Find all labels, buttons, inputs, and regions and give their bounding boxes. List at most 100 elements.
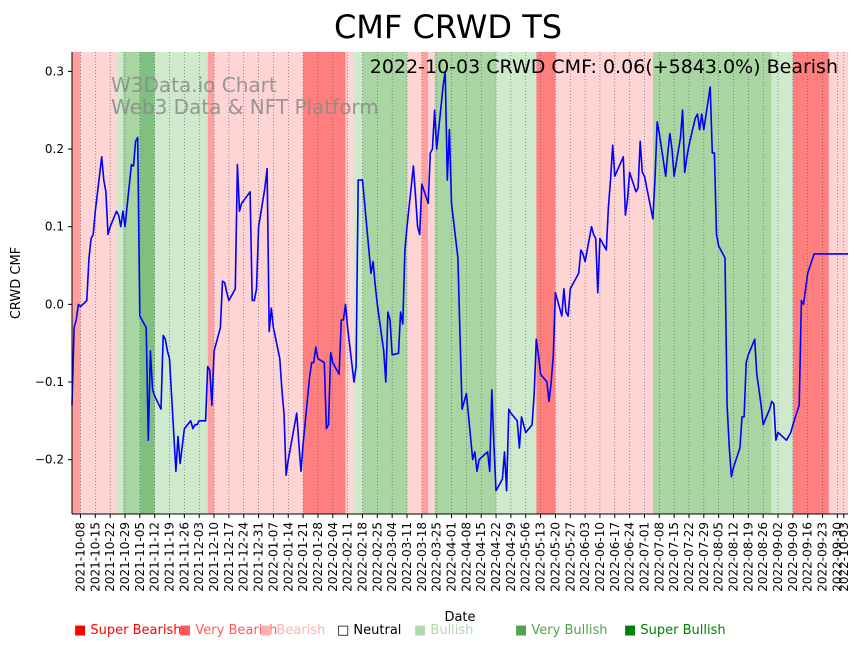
x-tick-label: 2021-12-24 <box>237 522 251 592</box>
x-tick-label: 2022-02-11 <box>341 522 355 592</box>
y-tick-label: −0.2 <box>35 453 64 467</box>
x-tick-label: 2021-12-10 <box>207 522 221 592</box>
legend-item: ■ Bullish <box>414 623 473 638</box>
y-axis-ticks: −0.2 −0.1 0.0 0.1 0.2 0.3 <box>35 64 72 467</box>
x-tick-label: 2022-03-18 <box>415 522 429 592</box>
y-axis-label: CRWD CMF <box>9 247 24 319</box>
x-tick-label: 2022-02-04 <box>326 522 340 592</box>
x-tick-label: 2021-11-05 <box>133 522 147 592</box>
y-tick-label: 0.1 <box>45 220 64 234</box>
x-tick-label: 2021-12-03 <box>192 522 206 592</box>
x-tick-label: 2021-10-29 <box>118 522 132 592</box>
x-tick-label: 2022-09-30 <box>830 522 844 592</box>
x-tick-label: 2022-08-05 <box>712 522 726 592</box>
x-tick-label: 2021-11-26 <box>177 522 191 592</box>
regime-band-bearish <box>428 52 435 514</box>
x-tick-label: 2021-12-31 <box>252 522 266 592</box>
x-tick-label: 2022-04-01 <box>445 522 459 592</box>
y-tick-label: 0.0 <box>45 297 64 311</box>
x-tick-label: 2022-01-28 <box>311 522 325 592</box>
regime-band-bullish <box>353 52 363 514</box>
regime-band-bearish <box>80 52 117 514</box>
x-tick-label: 2022-08-12 <box>727 522 741 592</box>
watermark-line-1: W3Data.io Chart <box>111 73 277 97</box>
x-tick-label: 2022-03-04 <box>385 522 399 592</box>
regime-band-super_bearish <box>303 52 346 514</box>
regime-band-bullish <box>116 52 123 514</box>
y-tick-label: 0.2 <box>45 142 64 156</box>
x-tick-label: 2022-08-26 <box>756 522 770 592</box>
x-tick-label: 2021-12-17 <box>222 522 236 592</box>
x-axis-ticks: 2021-10-08 2021-10-15 2021-10-22 2021-10-29… <box>73 514 851 592</box>
regime-band-very_bullish <box>122 52 140 514</box>
y-tick-label: 0.3 <box>45 64 64 78</box>
regime-band-bearish <box>406 52 422 514</box>
legend-item: ■ Bearish <box>260 623 325 638</box>
regime-band-bullish <box>496 52 537 514</box>
x-tick-label: 2022-04-08 <box>459 522 473 592</box>
x-tick-label: 2022-01-14 <box>281 522 295 592</box>
regime-band-super_bullish <box>139 52 155 514</box>
x-tick-label: 2021-11-19 <box>163 522 177 592</box>
x-tick-label: 2022-05-06 <box>519 522 533 592</box>
x-tick-label: 2022-09-23 <box>816 522 830 592</box>
cmf-series-line <box>71 70 848 492</box>
regime-band-very_bullish <box>652 52 772 514</box>
regime-band-bullish <box>154 52 208 514</box>
x-axis-label: Date <box>444 610 475 625</box>
regime-band-very_bearish <box>72 52 81 514</box>
x-tick-label: 2022-05-20 <box>548 522 562 592</box>
x-tick-label: 2022-10-03 <box>837 522 851 592</box>
x-tick-label: 2022-05-27 <box>563 522 577 592</box>
legend-item: □ Neutral <box>337 623 401 638</box>
legend: ■ Super Bearish■ Very Bearish■ Bearish □ … <box>74 623 726 638</box>
x-tick-label: 2022-06-10 <box>593 522 607 592</box>
regime-band-bearish <box>345 52 354 514</box>
watermark-line-2: Web3 Data & NFT Platform <box>111 95 379 119</box>
x-tick-label: 2022-07-15 <box>667 522 681 592</box>
regime-band-super_bearish <box>536 52 556 514</box>
x-tick-label: 2022-06-03 <box>578 522 592 592</box>
x-tick-label: 2022-06-24 <box>623 522 637 592</box>
x-tick-label: 2022-07-29 <box>697 522 711 592</box>
x-tick-label: 2021-10-08 <box>73 522 87 592</box>
regime-band-very_bullish <box>434 52 497 514</box>
regime-band-very_bearish <box>421 52 429 514</box>
y-tick-label: −0.1 <box>35 375 64 389</box>
x-tick-label: 2022-03-25 <box>430 522 444 592</box>
x-tick-label: 2022-08-19 <box>741 522 755 592</box>
x-tick-label: 2022-04-29 <box>504 522 518 592</box>
x-tick-label: 2022-01-21 <box>296 522 310 592</box>
x-tick-label: 2022-02-25 <box>370 522 384 592</box>
x-tick-label: 2022-09-16 <box>801 522 815 592</box>
status-annotation: 2022-10-03 CRWD CMF: 0.06(+5843.0%) Bear… <box>370 56 838 78</box>
x-tick-label: 2022-04-15 <box>474 522 488 592</box>
x-tick-label: 2022-07-01 <box>637 522 651 592</box>
regime-band-bullish <box>771 52 793 514</box>
x-tick-label: 2022-04-22 <box>489 522 503 592</box>
regime-band-very_bullish <box>362 52 407 514</box>
chart-title: CMF CRWD TS <box>334 8 562 46</box>
regime-bands <box>72 52 848 514</box>
x-tick-label: 2021-10-22 <box>103 522 117 592</box>
regime-band-very_bearish <box>207 52 215 514</box>
x-tick-label: 2022-09-09 <box>786 522 800 592</box>
x-tick-label: 2022-01-07 <box>266 522 280 592</box>
x-gridlines <box>80 52 845 514</box>
x-tick-label: 2022-06-17 <box>608 522 622 592</box>
legend-item: ■ Very Bearish <box>179 623 277 638</box>
x-tick-label: 2022-07-08 <box>652 522 666 592</box>
x-tick-label: 2022-09-02 <box>771 522 785 592</box>
regime-band-super_bearish <box>792 52 829 514</box>
regime-band-bearish <box>828 52 848 514</box>
legend-item: ■ Very Bullish <box>515 623 607 638</box>
x-tick-label: 2021-11-12 <box>148 522 162 592</box>
legend-item: ■ Super Bullish <box>624 623 726 638</box>
x-tick-label: 2022-03-11 <box>400 522 414 592</box>
legend-item: ■ Super Bearish <box>74 623 182 638</box>
regime-band-bearish <box>555 52 653 514</box>
x-tick-label: 2022-05-13 <box>534 522 548 592</box>
x-tick-label: 2022-07-22 <box>682 522 696 592</box>
x-tick-label: 2021-10-15 <box>88 522 102 592</box>
